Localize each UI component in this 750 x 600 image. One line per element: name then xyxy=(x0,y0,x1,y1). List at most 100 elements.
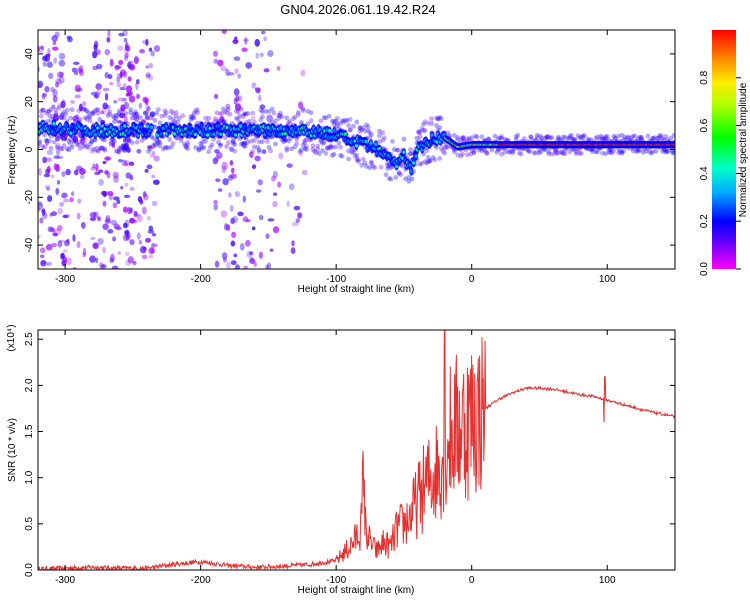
spectrogram-halo-cell xyxy=(286,138,291,144)
spectrogram-halo-cell xyxy=(492,133,498,139)
spectrogram-noise-cell xyxy=(55,78,62,85)
spectrogram-halo-cell xyxy=(287,136,293,142)
spectrogram-noise-cell xyxy=(132,260,137,266)
spectrogram-halo-cell xyxy=(603,151,609,157)
spectrogram-noise-cell xyxy=(122,222,128,229)
spectrogram-noise-cell xyxy=(144,237,151,243)
spectrogram-noise-cell xyxy=(147,145,152,150)
spectrogram-halo-cell xyxy=(417,161,423,167)
spectrogram-ridge-cell xyxy=(188,125,193,129)
colorbar-tick-label: 0.4 xyxy=(699,166,710,180)
chart-title: GN04.2026.061.19.42.R24 xyxy=(280,2,436,17)
spectrogram-halo-cell xyxy=(499,134,504,140)
spectrogram-noise-cell xyxy=(102,223,109,230)
spectrogram-noise-cell xyxy=(45,157,53,162)
spectrogram-halo-cell xyxy=(443,145,449,151)
spectrogram-noise-cell xyxy=(73,169,79,176)
spectrogram-halo-cell xyxy=(87,114,93,120)
spectrogram-noise-cell xyxy=(41,93,46,100)
spectrogram-halo-cell xyxy=(326,145,332,151)
spectrogram-halo-cell xyxy=(528,134,534,140)
spectrogram-noise-cell xyxy=(112,202,118,209)
spectrogram-ridge-cell xyxy=(123,124,127,128)
spectrogram-halo-cell xyxy=(476,147,482,153)
spectrogram-halo-cell xyxy=(94,107,99,113)
spectrogram-ridge-cell xyxy=(435,140,439,144)
spectrogram-halo-cell xyxy=(619,149,625,155)
spectrogram-halo-cell xyxy=(263,109,269,114)
spectrogram-noise-cell xyxy=(122,83,127,88)
spectrogram-halo-cell xyxy=(250,149,256,154)
spectrogram-noise-cell xyxy=(228,192,232,198)
spectrogram-halo-cell xyxy=(395,147,400,153)
spectrogram-noise-cell xyxy=(111,142,116,149)
spectrogram-noise-cell xyxy=(258,214,264,221)
spectrogram-halo-cell xyxy=(388,165,394,171)
spectrogram-halo-cell xyxy=(118,113,124,119)
spectrogram-ridge-cell xyxy=(69,131,73,135)
spectrogram-halo-cell xyxy=(282,137,288,143)
spectrogram-halo-cell xyxy=(273,141,278,147)
spectrogram-halo-cell xyxy=(543,135,548,141)
spectrogram-noise-cell xyxy=(258,94,262,102)
spectrogram-halo-cell xyxy=(347,117,353,122)
spectrogram-ridge-cell xyxy=(140,125,144,129)
spectrogram-halo-cell xyxy=(525,147,530,153)
spectrogram-noise-cell xyxy=(109,81,114,86)
spectrogram-noise-cell xyxy=(53,155,60,160)
spectrogram-halo-cell xyxy=(255,144,260,150)
spectrogram-halo-cell xyxy=(329,144,335,150)
spectrogram-halo-cell xyxy=(256,147,262,153)
spectrogram-noise-cell xyxy=(105,214,111,222)
spectrogram-noise-cell xyxy=(269,248,274,252)
spectrogram-halo-cell xyxy=(183,143,189,149)
spectrogram-halo-cell xyxy=(621,148,626,154)
spectrogram-halo-cell xyxy=(175,119,181,125)
snr-y-ticks: 0.0 0.5 1.0 1.5 2.0 2.5 xyxy=(24,332,675,577)
spectrogram-halo-cell xyxy=(315,146,321,152)
spectrogram-halo-cell xyxy=(377,139,382,145)
spectrogram-halo-cell xyxy=(190,115,195,121)
spectrogram-halo-cell xyxy=(570,136,576,142)
spectrogram-halo-cell xyxy=(569,132,574,138)
spectrogram-halo-cell xyxy=(68,136,73,142)
spectrogram-noise-cell xyxy=(82,247,87,256)
spectrogram-noise-cell xyxy=(299,150,304,157)
spectrogram-halo-cell xyxy=(653,148,659,154)
spectrogram-noise-cell xyxy=(102,160,107,165)
spectrogram-ridge-cell xyxy=(364,139,368,144)
spectrogram-noise-cell xyxy=(116,82,122,88)
spectrogram-halo-cell xyxy=(556,136,561,141)
spectrogram-halo-cell xyxy=(334,123,340,129)
spectrogram-halo-cell xyxy=(650,135,656,141)
spectrogram-halo-cell xyxy=(240,114,246,120)
spectrogram-halo-cell xyxy=(601,137,607,143)
spectrogram-halo-cell xyxy=(663,148,669,153)
spectrogram-halo-cell xyxy=(146,149,151,154)
spectrogram-noise-cell xyxy=(214,260,220,268)
spectrogram-halo-cell xyxy=(598,133,604,139)
spectrogram-noise-cell xyxy=(254,155,261,162)
spectrogram-noise-cell xyxy=(245,239,251,247)
spectrogram-halo-cell xyxy=(40,107,46,113)
spectrogram-halo-cell xyxy=(235,109,241,115)
spectrogram-halo-cell xyxy=(116,110,122,116)
spectrogram-halo-cell xyxy=(266,109,272,114)
spectrogram-noise-cell xyxy=(53,57,58,64)
spectrogram-halo-cell xyxy=(107,109,112,114)
spectrogram-halo-cell xyxy=(45,108,51,114)
spectrogram-noise-cell xyxy=(237,211,244,217)
spectrogram-halo-cell xyxy=(484,150,490,156)
spectrogram-halo-cell xyxy=(295,112,301,118)
spectrogram-halo-cell xyxy=(170,116,176,122)
spectrogram-halo-cell xyxy=(89,110,95,116)
spectrogram-halo-cell xyxy=(216,140,221,145)
spectrogram-x-tick-label: 100 xyxy=(599,274,616,285)
spectrogram-noise-cell xyxy=(237,95,243,102)
spectrogram-noise-cell xyxy=(102,200,107,207)
spectrogram-ridge-cell xyxy=(402,150,406,154)
spectrogram-halo-cell xyxy=(66,139,72,145)
spectrogram-noise-cell xyxy=(61,98,66,105)
spectrogram-halo-cell xyxy=(430,155,436,160)
